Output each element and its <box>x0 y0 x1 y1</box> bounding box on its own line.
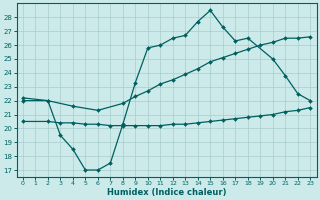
X-axis label: Humidex (Indice chaleur): Humidex (Indice chaleur) <box>107 188 226 197</box>
